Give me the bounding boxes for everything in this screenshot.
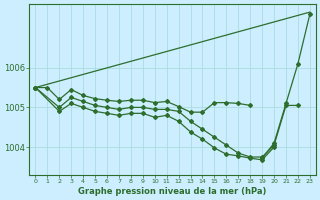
X-axis label: Graphe pression niveau de la mer (hPa): Graphe pression niveau de la mer (hPa) xyxy=(78,187,267,196)
